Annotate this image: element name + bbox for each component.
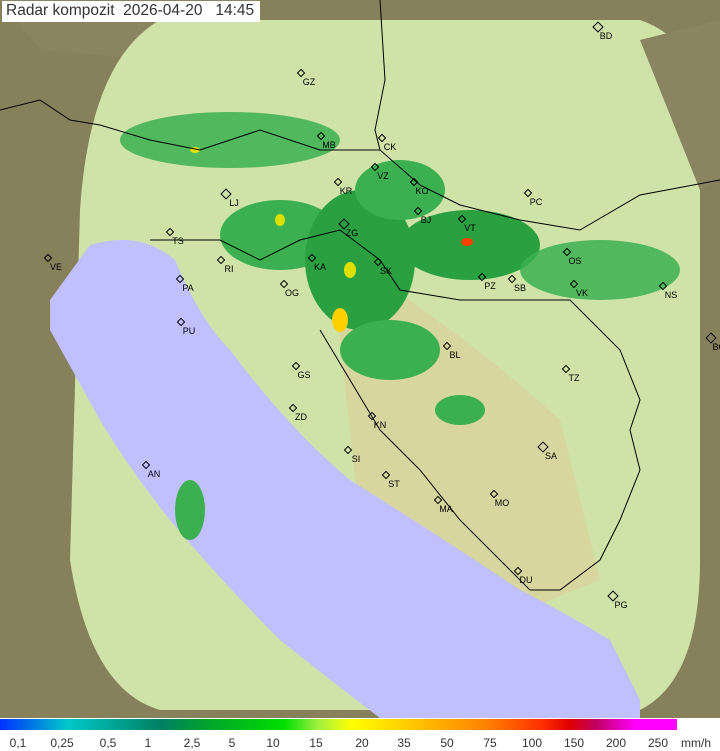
city-label: AN bbox=[147, 469, 161, 479]
city-label: MO bbox=[494, 498, 510, 508]
legend-unit: mm/h bbox=[681, 736, 711, 750]
adriatic-sea bbox=[50, 240, 640, 718]
city-label: DU bbox=[519, 575, 533, 585]
city-label: MA bbox=[439, 504, 453, 514]
city-label: KN bbox=[373, 420, 387, 430]
legend-label: 35 bbox=[397, 736, 411, 750]
city-label: ZG bbox=[345, 228, 359, 238]
borders bbox=[0, 0, 720, 591]
city-label: BG bbox=[712, 342, 720, 352]
legend-label: 10 bbox=[266, 736, 280, 750]
city-label: BL bbox=[449, 350, 461, 360]
legend-label: 2,5 bbox=[183, 736, 201, 750]
city-label: BD bbox=[599, 31, 613, 41]
legend-label: 15 bbox=[309, 736, 323, 750]
legend-label: 0,5 bbox=[99, 736, 117, 750]
radar-map bbox=[0, 0, 720, 718]
city-label: ZD bbox=[295, 412, 307, 422]
city-label: KO bbox=[415, 186, 429, 196]
city-label: MB bbox=[322, 140, 336, 150]
precipitation-echoes bbox=[120, 112, 680, 540]
city-label: VE bbox=[49, 262, 63, 272]
city-label: GZ bbox=[302, 77, 316, 87]
city-label: TS bbox=[172, 236, 184, 246]
legend-label: 0,25 bbox=[50, 736, 74, 750]
map-title: Radar kompozit 2026-04-20 14:45 bbox=[2, 1, 261, 22]
city-label: SB bbox=[513, 283, 527, 293]
legend-label: 50 bbox=[440, 736, 454, 750]
legend-label: 100 bbox=[521, 736, 543, 750]
city-label: VK bbox=[575, 288, 589, 298]
city-label: SA bbox=[544, 451, 558, 461]
city-label: RI bbox=[224, 264, 234, 274]
legend-label: 150 bbox=[563, 736, 585, 750]
city-label: PC bbox=[529, 197, 543, 207]
legend-label: 75 bbox=[483, 736, 497, 750]
city-label: KA bbox=[313, 262, 327, 272]
city-label: SK bbox=[379, 266, 393, 276]
city-label: VT bbox=[464, 223, 476, 233]
city-label: LJ bbox=[229, 198, 239, 208]
city-label: GS bbox=[297, 370, 311, 380]
city-label: ST bbox=[388, 479, 400, 489]
legend-label: 1 bbox=[144, 736, 152, 750]
city-label: SI bbox=[351, 454, 361, 464]
legend-label: 20 bbox=[355, 736, 369, 750]
city-label: PA bbox=[182, 283, 194, 293]
legend-label: 200 bbox=[605, 736, 627, 750]
city-label: OG bbox=[284, 288, 300, 298]
city-label: VZ bbox=[377, 171, 389, 181]
city-label: NS bbox=[664, 290, 678, 300]
precipitation-color-scale bbox=[0, 719, 677, 730]
legend-label: 250 bbox=[647, 736, 669, 750]
city-label: PZ bbox=[484, 281, 496, 291]
legend-label: 5 bbox=[228, 736, 236, 750]
city-label: CK bbox=[383, 142, 397, 152]
city-label: OS bbox=[568, 256, 582, 266]
city-label: KR bbox=[339, 186, 353, 196]
city-label: BJ bbox=[420, 215, 432, 225]
city-label: PU bbox=[182, 326, 196, 336]
legend-label: 0,1 bbox=[9, 736, 27, 750]
city-label: TZ bbox=[568, 373, 580, 383]
city-label: PG bbox=[614, 600, 628, 610]
